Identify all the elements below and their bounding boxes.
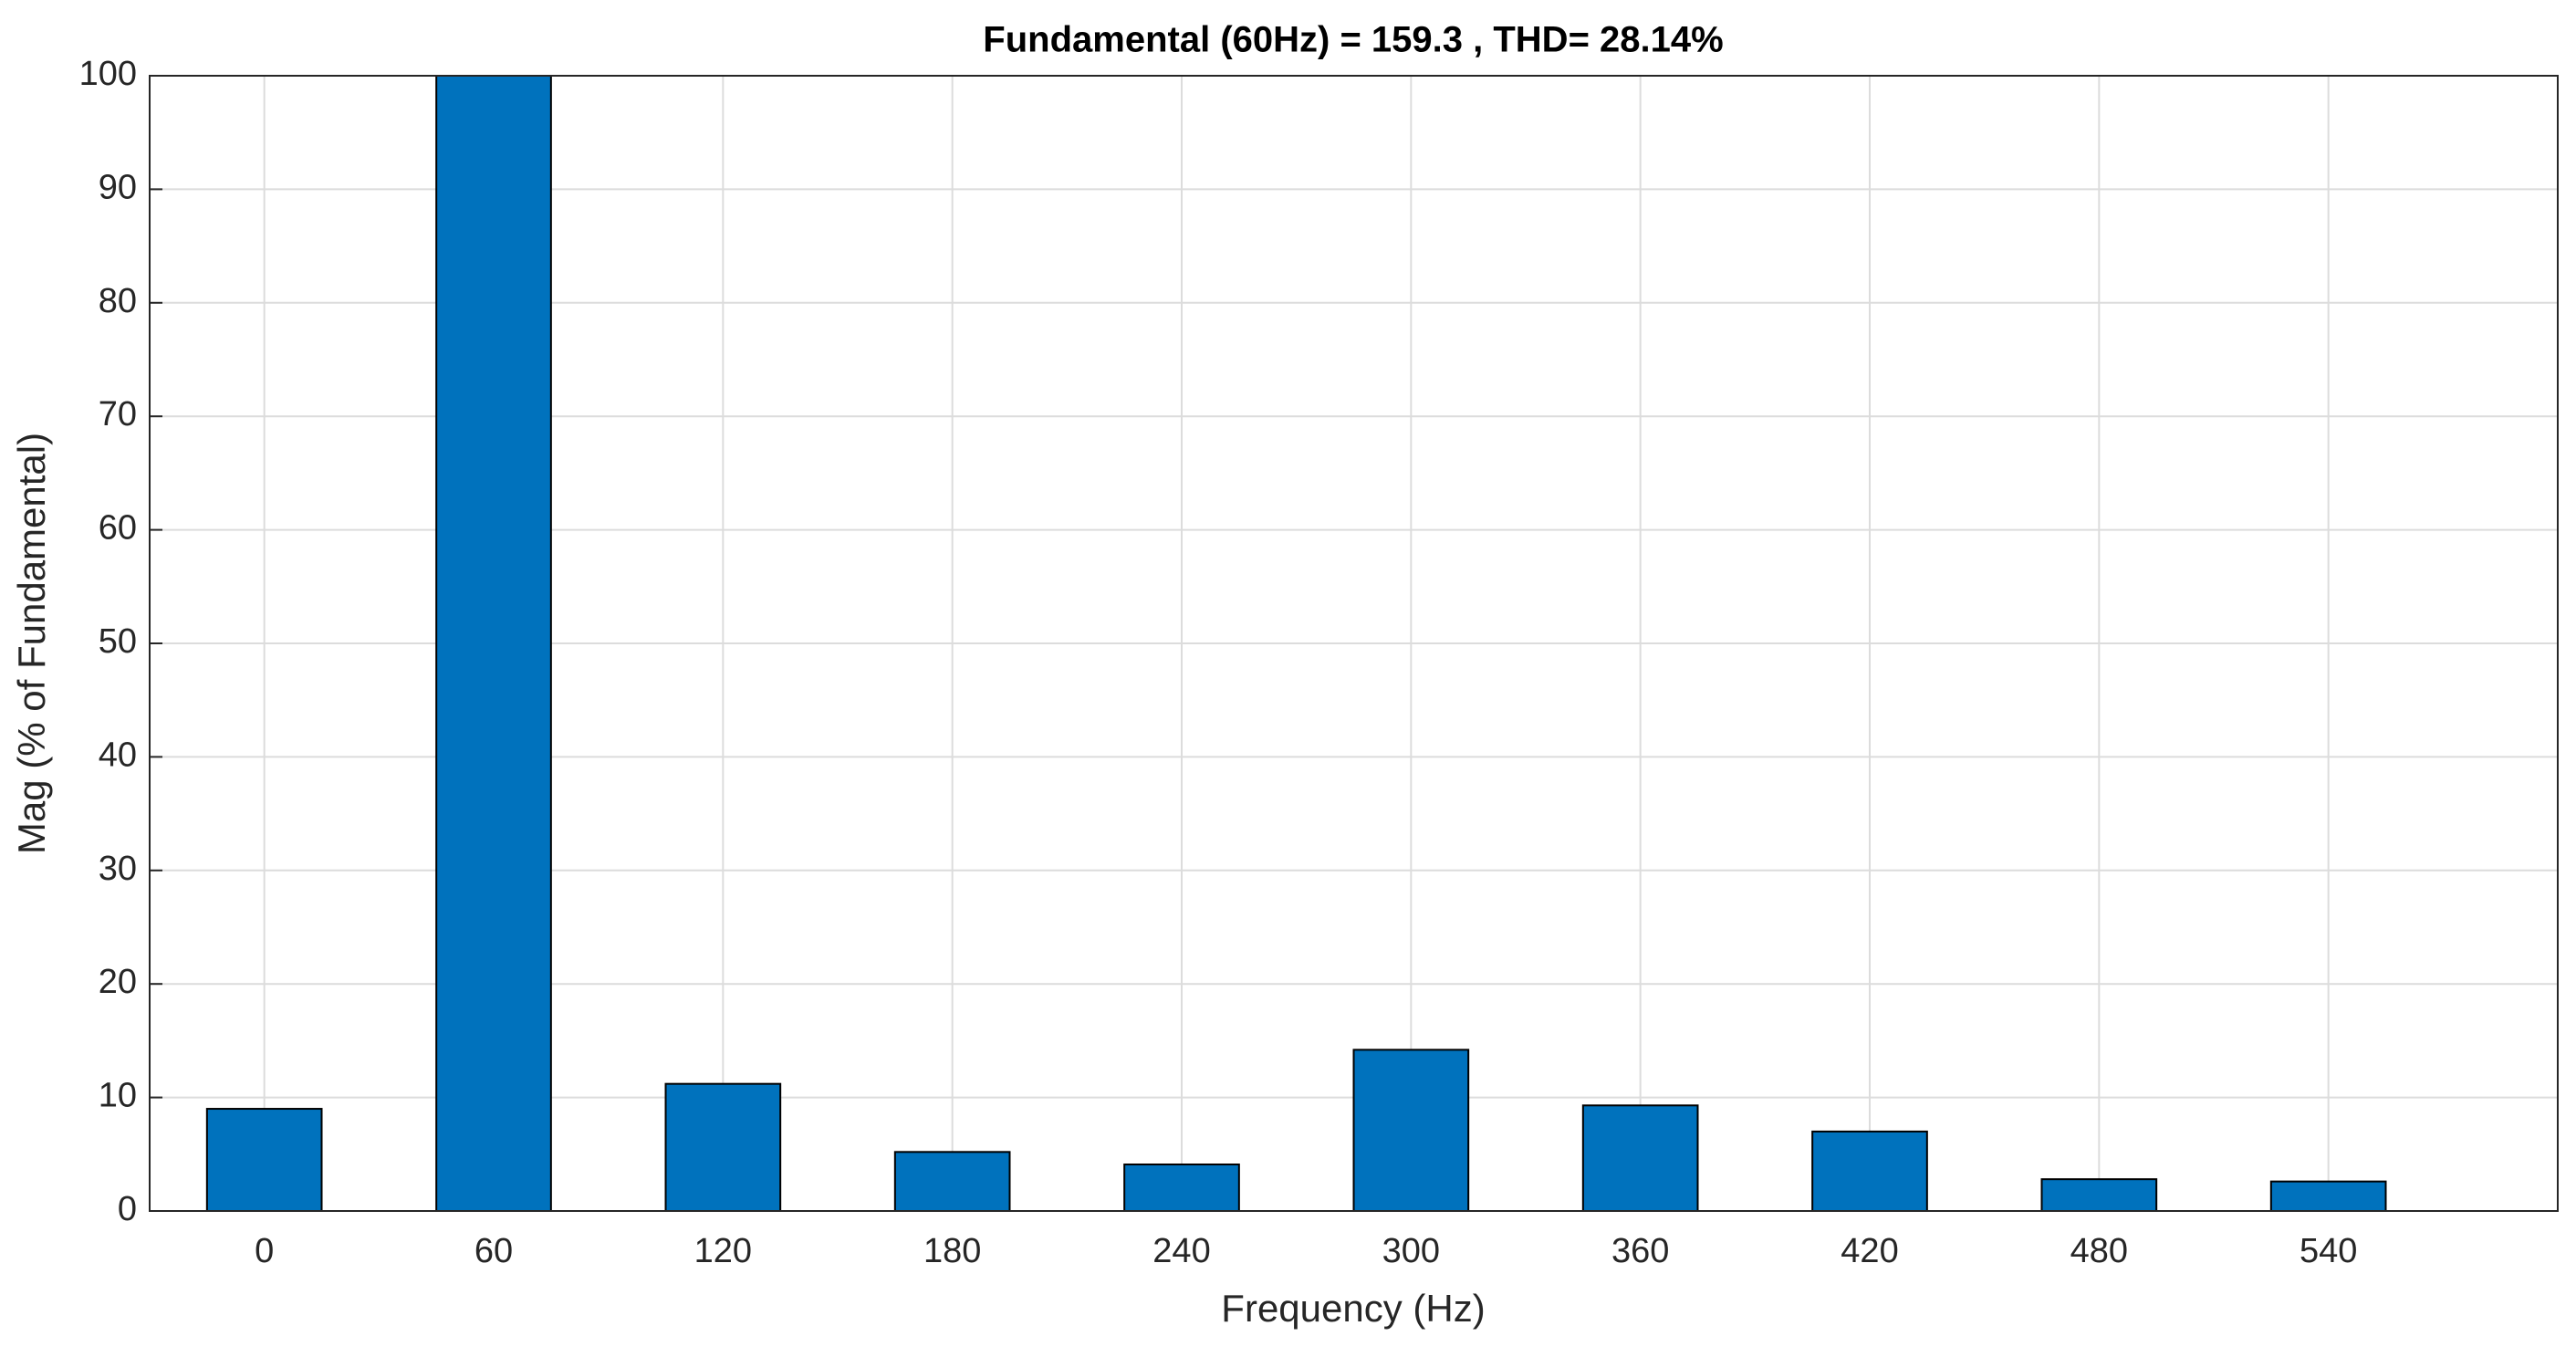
bar (1123, 1163, 1240, 1212)
bar (1811, 1130, 1928, 1213)
x-tick-label: 540 (2300, 1232, 2357, 1270)
x-tick-label: 180 (923, 1232, 981, 1270)
bar (1581, 1104, 1699, 1212)
x-tick-label: 480 (2070, 1232, 2128, 1270)
bar (664, 1082, 782, 1212)
bar (893, 1151, 1011, 1213)
axes-box (149, 75, 2559, 1212)
bar (2040, 1178, 2158, 1212)
y-tick-label: 100 (79, 55, 137, 93)
x-tick-label: 120 (694, 1232, 752, 1270)
y-axis-label: Mag (% of Fundamental) (10, 433, 53, 854)
bar (2269, 1180, 2387, 1213)
y-tick-label: 0 (118, 1190, 137, 1228)
y-tick-label: 70 (99, 395, 137, 433)
y-tick-label: 80 (99, 282, 137, 320)
y-tick-label: 10 (99, 1077, 137, 1115)
x-tick-label: 240 (1152, 1232, 1210, 1270)
bar (1352, 1049, 1470, 1213)
x-axis-label: Frequency (Hz) (1221, 1287, 1485, 1330)
y-tick-label: 30 (99, 850, 137, 888)
x-tick-label: 300 (1382, 1232, 1440, 1270)
bar (435, 75, 552, 1212)
y-tick-label: 50 (99, 622, 137, 661)
x-tick-label: 360 (1611, 1232, 1669, 1270)
x-tick-label: 0 (255, 1232, 274, 1270)
x-tick-label: 420 (1841, 1232, 1898, 1270)
y-tick-label: 20 (99, 963, 137, 1001)
x-tick-label: 60 (475, 1232, 513, 1270)
y-tick-label: 60 (99, 509, 137, 548)
y-tick-label: 90 (99, 168, 137, 206)
y-tick-label: 40 (99, 736, 137, 774)
chart-title: Fundamental (60Hz) = 159.3 , THD= 28.14% (983, 20, 1723, 60)
bar (205, 1108, 323, 1213)
